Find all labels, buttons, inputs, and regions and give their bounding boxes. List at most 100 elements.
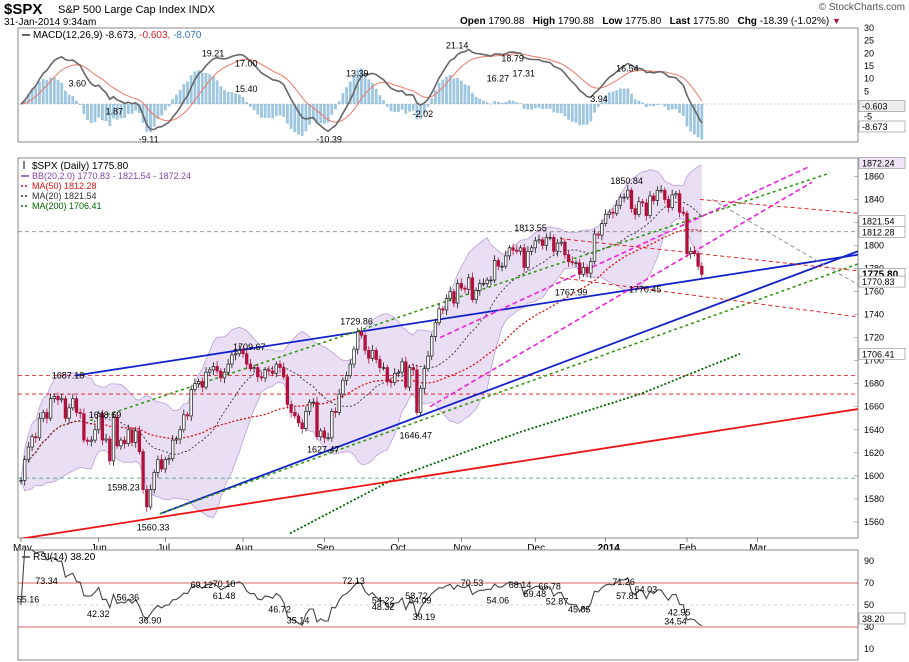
rsi-annotation: 42.32 xyxy=(87,609,110,619)
candle-body xyxy=(60,398,64,401)
candle-body xyxy=(115,416,119,447)
candle-body xyxy=(326,437,330,439)
macd-histogram-bar xyxy=(482,100,485,104)
macd-histogram-bar xyxy=(378,95,382,104)
macd-histogram-bar xyxy=(30,88,34,104)
last-value: 1775.80 xyxy=(692,16,730,27)
macd-signal-line xyxy=(20,53,703,123)
candle-body xyxy=(663,189,667,200)
candle-body xyxy=(381,367,386,369)
macd-histogram-bar xyxy=(189,75,193,104)
price-legend-item: $SPX (Daily) 1775.80 xyxy=(32,161,129,172)
macd-histogram-bar xyxy=(441,79,445,104)
high-label: High xyxy=(532,16,556,27)
macd-histogram-bar xyxy=(371,82,374,104)
macd-histogram-bar xyxy=(134,104,138,111)
x-axis-label: Dec xyxy=(527,543,545,554)
candle-body xyxy=(489,279,493,282)
macd-annotation: 16.54 xyxy=(616,64,639,74)
macd-histogram-bar xyxy=(208,74,212,104)
macd-histogram-bar xyxy=(633,99,637,104)
macd-histogram-bar xyxy=(252,104,256,111)
rsi-current-value-box xyxy=(858,612,906,625)
candle-body xyxy=(159,459,164,470)
candle-body xyxy=(685,212,689,254)
rsi-annotation: 39.19 xyxy=(413,612,436,622)
candle-body xyxy=(618,196,623,206)
macd-histogram-bar xyxy=(474,96,478,104)
candle-body xyxy=(696,253,700,267)
candle-body xyxy=(141,451,145,490)
macd-histogram-bar xyxy=(278,104,282,116)
macd-histogram-bar xyxy=(515,102,519,104)
macd-histogram-bar xyxy=(271,104,274,119)
macd-histogram-bar xyxy=(119,104,123,119)
candle-body xyxy=(700,265,704,275)
candle-body xyxy=(296,415,301,424)
candle-body xyxy=(474,290,478,300)
candle-body xyxy=(607,211,611,215)
macd-histogram-bar xyxy=(78,104,82,105)
macd-histogram-bar xyxy=(526,104,530,110)
macd-histogram-bar xyxy=(622,88,626,104)
price-current-value: 1812.28 xyxy=(862,227,895,237)
macd-annotation: 3.60 xyxy=(69,79,87,89)
candle-body xyxy=(677,193,682,213)
candle-body xyxy=(178,429,182,440)
rsi-annotation: 52.87 xyxy=(546,597,569,607)
candle-body xyxy=(74,398,79,413)
rsi-annotation: 54.22 xyxy=(372,596,395,606)
candle-body xyxy=(111,416,116,462)
bollinger-lower-line xyxy=(20,218,703,518)
symbol-description: S&P 500 Large Cap Index INDX xyxy=(58,4,215,16)
macd-histogram-bar xyxy=(585,104,589,125)
macd-histogram-bar xyxy=(234,93,237,104)
candle-body xyxy=(56,396,60,401)
macd-histogram-bar xyxy=(670,104,674,110)
macd-histogram-bar xyxy=(245,101,249,104)
macd-histogram-bar xyxy=(552,104,556,113)
candle-body xyxy=(433,322,438,337)
trend-line-blue-upper xyxy=(74,253,858,377)
rsi-annotation: 73.34 xyxy=(35,576,58,586)
macd-histogram-bar xyxy=(326,104,330,123)
candle-body xyxy=(322,430,327,439)
channel-line-red-lower xyxy=(559,277,858,318)
rsi-y-tick: 70 xyxy=(864,578,874,588)
candle-body xyxy=(108,438,112,462)
macd-histogram-bar xyxy=(237,94,241,104)
candle-body xyxy=(274,363,278,374)
price-y-tick: 1800 xyxy=(864,241,884,251)
candle-body xyxy=(448,291,452,299)
ma50-line xyxy=(31,229,702,457)
macd-histogram-bar xyxy=(493,101,496,104)
x-axis-label: Oct xyxy=(390,543,406,554)
price-annotation: 1648.69 xyxy=(89,410,122,420)
macd-histogram-bar xyxy=(452,78,456,104)
macd-histogram-bar xyxy=(685,104,689,127)
candle-body xyxy=(544,237,549,246)
macd-histogram-bar xyxy=(260,104,263,118)
price-y-tick: 1840 xyxy=(864,194,884,204)
price-current-value-box xyxy=(858,347,906,360)
candle-body xyxy=(307,401,312,412)
price-y-tick: 1760 xyxy=(864,287,884,297)
candle-body xyxy=(97,413,101,431)
chg-label: Chg xyxy=(737,16,757,27)
candle-body xyxy=(552,237,556,252)
stockcharts-credit[interactable]: © StockCharts.com xyxy=(818,2,905,13)
candle-body xyxy=(596,233,600,236)
chg-value: -18.39 (-1.02%) xyxy=(759,16,830,27)
rsi-annotation: 61.48 xyxy=(213,591,236,601)
rsi-annotation: 54.06 xyxy=(487,596,510,606)
candle-body xyxy=(463,287,467,290)
rsi-annotation: 46.72 xyxy=(268,604,291,614)
macd-histogram-bar xyxy=(667,104,670,111)
macd-histogram-bar xyxy=(578,104,582,126)
candle-body xyxy=(256,367,260,378)
macd-y-tick: 10 xyxy=(864,74,874,84)
macd-histogram-bar xyxy=(304,104,308,132)
rsi-annotation: 71.26 xyxy=(612,577,635,587)
candle-body xyxy=(30,436,34,448)
macd-histogram-bar xyxy=(500,102,504,104)
